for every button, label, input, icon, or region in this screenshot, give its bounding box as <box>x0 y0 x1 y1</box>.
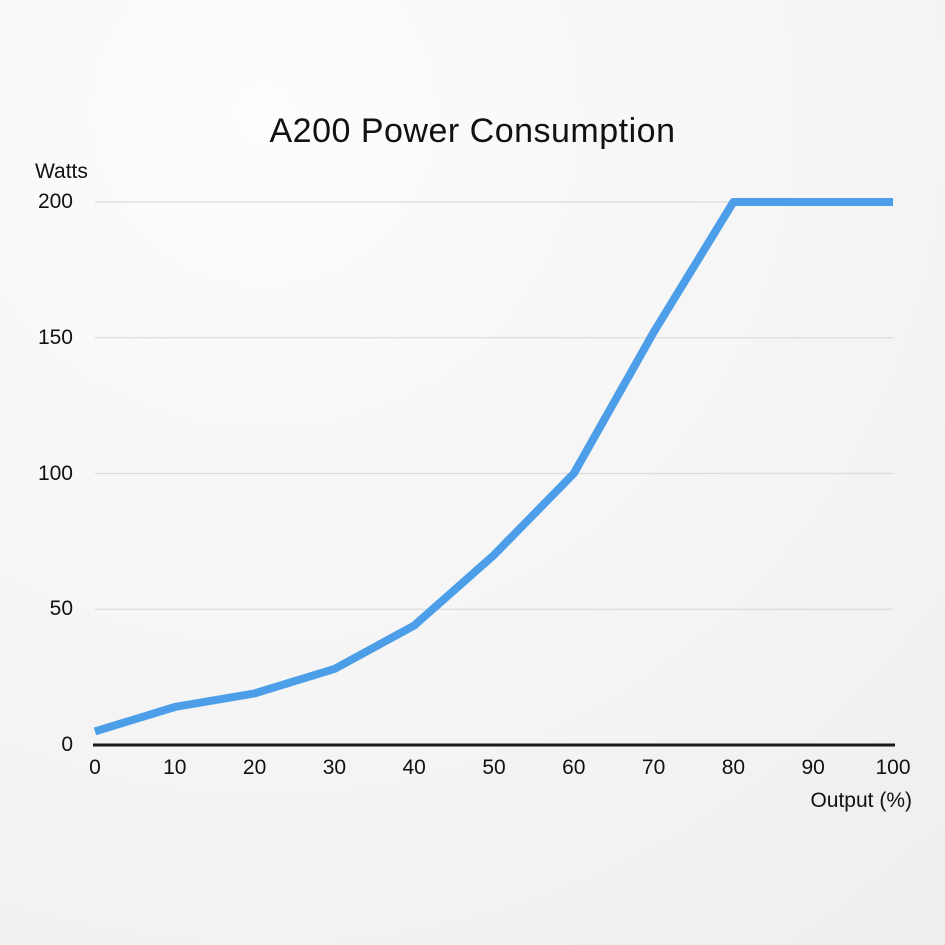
x-tick-label-40: 40 <box>402 756 426 779</box>
x-tick-label-90: 90 <box>801 756 825 779</box>
y-tick-label-150: 150 <box>37 325 73 349</box>
x-axis-unit-label: Output (%) <box>810 789 912 812</box>
y-axis-unit-label: Watts <box>35 160 88 183</box>
y-tick-label-100: 100 <box>37 461 73 485</box>
x-tick-label-50: 50 <box>482 756 506 779</box>
x-tick-label-30: 30 <box>322 756 347 779</box>
x-tick-label-0: 0 <box>89 756 101 779</box>
x-tick-label-20: 20 <box>242 756 267 779</box>
gridlines <box>95 201 893 610</box>
power-consumption-line <box>93 198 893 736</box>
chart-title: A200 Power Consumption <box>269 112 676 150</box>
x-tick-label-60: 60 <box>562 756 586 779</box>
y-tick-label-200: 200 <box>37 190 73 213</box>
x-tick-label-70: 70 <box>641 756 666 779</box>
x-tick-label-80: 80 <box>721 756 746 779</box>
x-tick-label-100: 100 <box>875 756 911 779</box>
y-tick-label-50: 50 <box>49 597 73 621</box>
x-tick-label-10: 10 <box>163 756 187 779</box>
y-tick-label-0: 0 <box>61 733 73 756</box>
